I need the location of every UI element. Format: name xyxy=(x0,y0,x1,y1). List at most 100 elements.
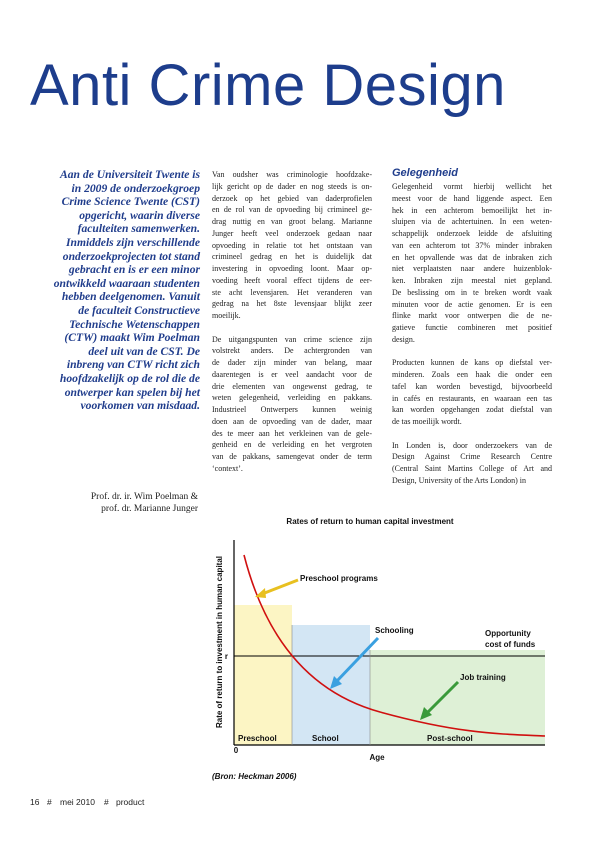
intro-line: gebracht en is er een minor xyxy=(68,263,200,277)
stage-label: Preschool xyxy=(238,734,277,743)
body-line: de tas moeilijk wordt. xyxy=(392,417,462,426)
preschool-area xyxy=(234,605,292,745)
intro-line: inbreng van CTW richt zich xyxy=(66,358,200,372)
body-line: ste acht levensjaren. Het veranderen van xyxy=(212,287,372,297)
intro-line: Inmiddels zijn verschillende xyxy=(66,236,200,249)
body-line: Industrieel Ontwerpers kunnen weinig xyxy=(212,405,372,414)
separator: # xyxy=(47,797,52,807)
body-line: crimineel gedrag en het is duidelijk dat xyxy=(212,252,372,262)
body-line: en de rol van de opvoeding bij crimineel… xyxy=(212,205,372,215)
return-curve xyxy=(243,554,546,737)
arrow-head xyxy=(330,676,342,689)
body-line: ken. Inbraken zijn meestal niet gepland. xyxy=(392,276,552,285)
annotation: cost of funds xyxy=(485,640,536,649)
intro-line: ontwerper kan spelen bij het xyxy=(64,385,200,399)
annotation: Opportunity xyxy=(485,629,531,638)
body-line: schappelijk onderzoek leidde de afsluiti… xyxy=(392,229,552,238)
body-line: flinke markt voor ontwerpen die de ne- xyxy=(392,311,552,321)
body-line: van de pakkans, samengevat onder de term xyxy=(212,452,372,461)
body-line: des te meer aan het verkleinen van de ge… xyxy=(212,428,372,438)
school-area xyxy=(292,625,370,745)
body-line: minderen. Zoals een haak die onder een xyxy=(392,370,552,379)
body-line: Junger heeft veel onderzoek gedaan naar xyxy=(212,228,372,238)
body-line: volstrekt anders. De achtergronden van xyxy=(212,346,372,356)
stage-label: School xyxy=(312,734,339,743)
body-line: meest voor de hand liggende aspect. Een xyxy=(392,193,552,203)
magazine: product xyxy=(116,797,145,807)
author: prof. dr. Marianne Junger xyxy=(101,503,198,514)
body-line: in cafés en restaurants, en waaraan een … xyxy=(392,393,552,403)
body-line: weten gelegenheid, verleiding en pakkans… xyxy=(212,393,372,403)
body-line: de dader zijn minder van belang, maar xyxy=(212,358,372,367)
body-line: niet verplaatsten naar andere huizenblok… xyxy=(392,264,552,274)
body-line: lijk gericht op de dader en nog steeds i… xyxy=(212,181,372,191)
body-line: kan worden opgehangen zodat diefstal van xyxy=(392,405,552,415)
intro-line: Aan de Universiteit Twente is xyxy=(60,168,200,181)
annotation: Job training xyxy=(460,673,506,682)
intro-line: hoofdzakelijk op de rol die de xyxy=(59,372,200,385)
arrow xyxy=(424,680,460,716)
annotation: Schooling xyxy=(375,626,414,635)
y-label: Rate of return to investment in human ca… xyxy=(215,556,224,728)
body-line: Gelegenheid vormt hierbij wellicht het xyxy=(392,182,552,191)
intro-line: faculteiten samenwerken. xyxy=(77,222,200,236)
source: (Bron: Heckman 2006) xyxy=(212,772,297,781)
body-line: De beslissing om in te breken wordt vaak xyxy=(392,287,552,297)
author: Prof. dr. ir. Wim Poelman & xyxy=(90,492,198,502)
arrow-head xyxy=(255,588,266,598)
body-line: daarentegen is er veel aandacht voor de xyxy=(212,369,372,379)
body-line: genheid en de verleiding en het vergrote… xyxy=(212,440,372,450)
post-school-area xyxy=(370,650,545,745)
body-line: drag nuttig en van groot belang. Mariann… xyxy=(212,217,372,226)
arrow-head xyxy=(420,707,432,720)
intro-line: deel uit van de CST. De xyxy=(88,344,200,358)
intro-line: onderzoekprojecten tot stand xyxy=(62,249,200,263)
body-line: opvoeding in relatie tot het ontstaan va… xyxy=(212,240,372,250)
body-line: voeding heeft vooral effect tijdens de e… xyxy=(212,275,372,285)
body-line: gedrag na het 8ste levensjaar blijkt zee… xyxy=(212,299,372,309)
x-label: Age xyxy=(369,753,385,762)
intro-line: voorkomen van misdaad. xyxy=(80,399,200,413)
body-line: In Londen is, door onderzoekers van de xyxy=(392,440,552,450)
body-line: doen aan de opvoeding van de dader, maar xyxy=(212,416,372,426)
body-line: De uitgangspunten van crime science zijn xyxy=(212,334,372,344)
page-number: 16 xyxy=(30,797,40,807)
arrow xyxy=(334,636,380,684)
intro-line: opgericht, waarin diverse xyxy=(79,208,200,222)
intro-line: hebben deelgenomen. Vanuit xyxy=(61,290,200,304)
r-label: r xyxy=(225,652,228,661)
body-line: drie elementen van ongewenst gedrag, te xyxy=(212,381,372,391)
separator: # xyxy=(104,797,109,807)
body-line: Van oudsher was criminologie hoofdzake- xyxy=(212,170,372,179)
arrow xyxy=(261,578,299,596)
title: Anti Crime Design xyxy=(30,53,506,118)
body-line: en het opvallende was dat de inbraken zi… xyxy=(392,252,552,262)
intro-line: de faculteit Constructieve xyxy=(78,304,200,317)
intro-line: Technische Wetenschappen xyxy=(69,317,200,331)
intro-line: in 2009 de onderzoekgroep xyxy=(71,181,201,195)
intro-line: (CTW) maakt Wim Poelman xyxy=(64,331,200,345)
body-line: gatieve functie combineren met positief xyxy=(392,323,552,332)
origin-label: 0 xyxy=(234,746,239,755)
figure-title: Rates of return to human capital investm… xyxy=(286,517,453,526)
body-line: tafel kan worden bevestigd, bijvoorbeeld xyxy=(392,381,552,391)
body-line: minuten voor de actie genomen. Er is een xyxy=(392,299,552,309)
heading: Gelegenheid xyxy=(392,167,459,179)
body-line: sluipen via de achtertuinen. In een wete… xyxy=(392,217,552,227)
body-line: Design Against Crime Research Centre xyxy=(392,452,552,462)
body-line: investering in opvoeding loont. Maar op- xyxy=(212,264,372,273)
body-line: Producten kunnen de kans op diefstal ver… xyxy=(392,358,552,368)
body-line: Design, University of the Arts London) i… xyxy=(392,475,526,485)
body-line: derzoek op het gebied van daderprofielen xyxy=(212,193,372,203)
body-line: (Central Saint Martins College of Art an… xyxy=(392,464,552,473)
body-line: van een achterom tot 37% minder inbraken xyxy=(392,240,552,250)
stage-label: Post-school xyxy=(427,734,473,743)
body-line: ‘context’. xyxy=(212,463,243,473)
intro-line: ontwikkeld waaraan studenten xyxy=(53,276,200,290)
body-line: hek in een achterom bemoeilijkt het in- xyxy=(392,205,552,215)
annotation: Preschool programs xyxy=(300,574,378,583)
body-line: design. xyxy=(392,334,415,344)
date: mei 2010 xyxy=(60,797,95,807)
